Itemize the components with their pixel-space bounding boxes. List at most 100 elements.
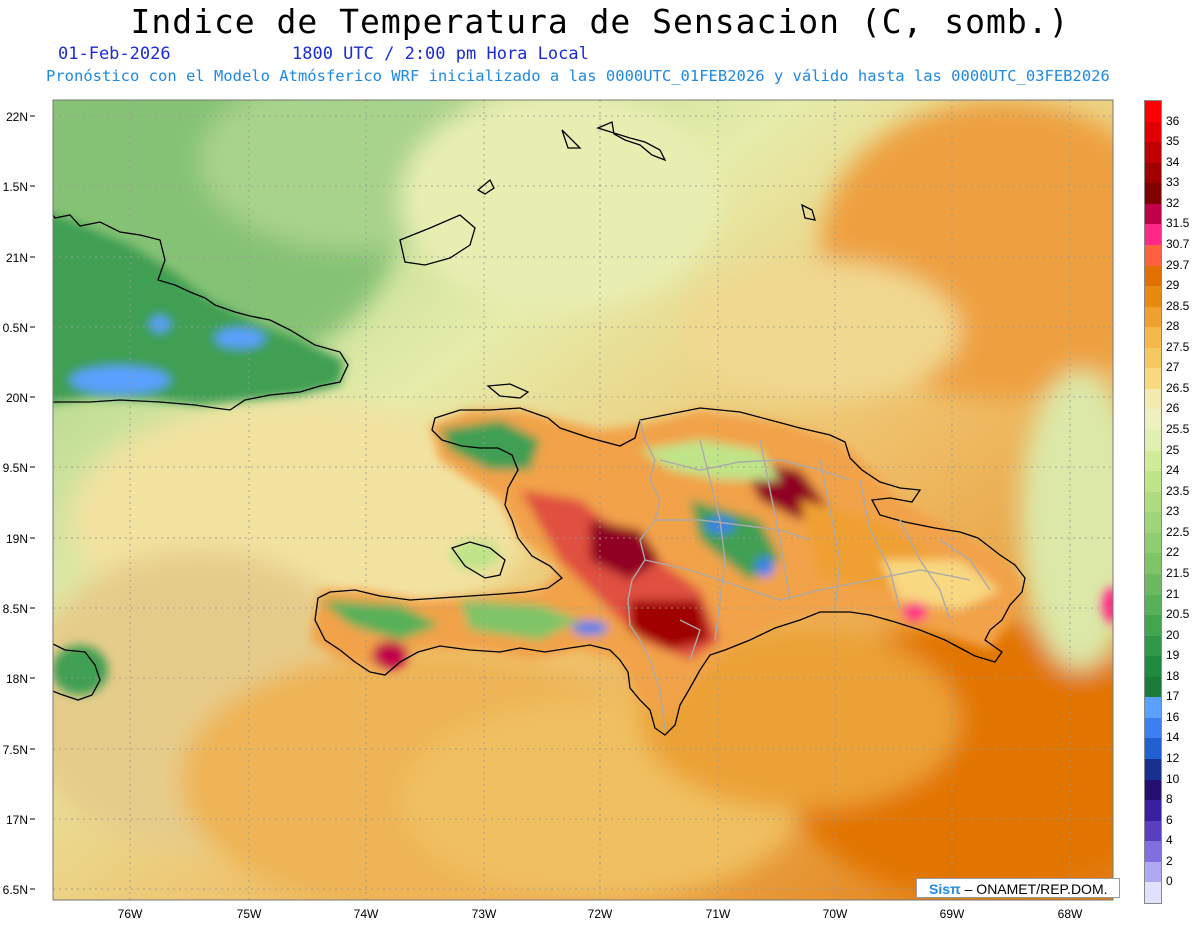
colorbar-label: 28.5 (1166, 298, 1190, 313)
colorbar-swatch (1145, 286, 1161, 307)
colorbar-swatch (1145, 841, 1161, 862)
colorbar-swatch (1145, 635, 1161, 657)
colorbar-label: 32 (1166, 195, 1180, 210)
colorbar-label: 4 (1166, 833, 1173, 848)
colorbar-swatch (1145, 450, 1161, 472)
colorbar-swatch (1145, 738, 1161, 759)
lat-label: 18N (6, 672, 28, 686)
credit-text: – ONAMET/REP.DOM. (964, 881, 1108, 897)
lon-label: 71W (706, 907, 731, 921)
colorbar-swatch (1145, 327, 1161, 348)
colorbar-swatch (1145, 717, 1161, 739)
lat-label: 9.5N (3, 461, 28, 475)
colorbar-swatch (1145, 861, 1161, 883)
colorbar-swatch (1145, 430, 1161, 451)
lat-label: 20N (6, 391, 28, 405)
colorbar-label: 24 (1166, 463, 1180, 478)
colorbar-swatch (1145, 779, 1161, 801)
colorbar-swatch (1145, 491, 1161, 513)
colorbar-label: 21.5 (1166, 565, 1190, 580)
forecast-date: 01-Feb-2026 (58, 44, 171, 64)
colorbar-swatch (1145, 553, 1161, 574)
colorbar-swatch (1145, 573, 1161, 595)
lon-label: 72W (588, 907, 613, 921)
colorbar-label: 20 (1166, 627, 1180, 642)
colorbar-swatch (1145, 594, 1161, 616)
map-title: Indice de Temperatura de Sensacion (C, s… (130, 2, 1070, 41)
lat-label: 19N (6, 532, 28, 546)
lat-label: 8.5N (3, 602, 28, 616)
forecast-time: 1800 UTC / 2:00 pm Hora Local (292, 44, 589, 64)
colorbar-swatch (1145, 471, 1161, 492)
colorbar-label: 25.5 (1166, 422, 1190, 437)
colorbar-swatch (1145, 203, 1161, 225)
credit-brand: Sisπ (929, 881, 961, 897)
lat-label: 22N (6, 110, 28, 124)
colorbar-swatch (1145, 121, 1161, 143)
colorbar-label: 34 (1166, 154, 1180, 169)
temperature-map: 22N 1.5N 21N 0.5N 20N 9.5N 19N 8.5N 18N … (3, 99, 1114, 921)
latitude-labels: 22N 1.5N 21N 0.5N 20N 9.5N 19N 8.5N 18N … (3, 110, 28, 897)
lat-label: 1.5N (3, 180, 28, 194)
colorbar-label: 26 (1166, 401, 1180, 416)
colorbar-label: 29 (1166, 278, 1180, 293)
colorbar-label: 22 (1166, 545, 1180, 560)
colorbar-label: 27.5 (1166, 339, 1190, 354)
lon-label: 75W (237, 907, 262, 921)
colorbar-label: 17 (1166, 689, 1180, 704)
colorbar-label: 31.5 (1166, 216, 1190, 231)
colorbar-label: 30.7 (1166, 236, 1190, 251)
coastlines (53, 121, 1026, 736)
map-field (53, 100, 1113, 900)
colorbar-label: 25 (1166, 442, 1180, 457)
model-info-line: Pronóstico con el Modelo Atmósferico WRF… (46, 67, 1110, 85)
colorbar (1144, 100, 1162, 904)
colorbar-swatch (1145, 697, 1161, 718)
colorbar-label: 2 (1166, 853, 1173, 868)
longitude-labels: 76W 75W 74W 73W 72W 71W 70W 69W 68W (118, 907, 1083, 921)
colorbar-swatch (1145, 388, 1161, 410)
colorbar-label: 26.5 (1166, 380, 1190, 395)
lon-label: 76W (118, 907, 143, 921)
colorbar-label: 36 (1166, 113, 1180, 128)
colorbar-label: 35 (1166, 134, 1180, 149)
colorbar-swatch (1145, 162, 1161, 184)
graticule (53, 100, 1113, 900)
colorbar-swatch (1145, 532, 1161, 554)
colorbar-label: 33 (1166, 175, 1180, 190)
credit-box: Sisπ – ONAMET/REP.DOM. (916, 878, 1120, 898)
lat-label: 21N (6, 251, 28, 265)
lat-label: 0.5N (3, 321, 28, 335)
colorbar-label: 10 (1166, 771, 1180, 786)
colorbar-swatch (1145, 615, 1161, 636)
colorbar-label: 8 (1166, 792, 1173, 807)
colorbar-label: 21 (1166, 586, 1180, 601)
lat-ticks (30, 115, 35, 890)
colorbar-label: 23 (1166, 504, 1180, 519)
colorbar-swatch (1145, 512, 1161, 533)
colorbar-swatch (1145, 656, 1161, 677)
colorbar-label: 14 (1166, 730, 1180, 745)
colorbar-label: 0 (1166, 874, 1173, 889)
colorbar-swatch (1145, 759, 1161, 780)
colorbar-label: 12 (1166, 751, 1180, 766)
colorbar-label: 6 (1166, 812, 1173, 827)
colorbar-swatch (1145, 368, 1161, 389)
colorbar-labels: 36 35 34 33 32 31.5 30.7 29.7 29 28.5 28 27.5 27 26.5… (1166, 100, 1200, 904)
colorbar-swatch (1145, 676, 1161, 698)
lat-label: 17N (6, 813, 28, 827)
province-borders (627, 419, 991, 731)
colorbar-label: 19 (1166, 648, 1180, 663)
colorbar-swatch (1145, 409, 1161, 430)
lat-label: 6.5N (3, 883, 28, 897)
lon-label: 69W (940, 907, 965, 921)
lon-label: 68W (1058, 907, 1083, 921)
colorbar-label: 22.5 (1166, 524, 1190, 539)
colorbar-swatch (1145, 224, 1161, 245)
colorbar-label: 18 (1166, 668, 1180, 683)
lon-label: 73W (472, 907, 497, 921)
colorbar-label: 29.7 (1166, 257, 1190, 272)
colorbar-swatch (1145, 183, 1161, 204)
colorbar-swatch (1145, 265, 1161, 287)
lat-label: 7.5N (3, 743, 28, 757)
